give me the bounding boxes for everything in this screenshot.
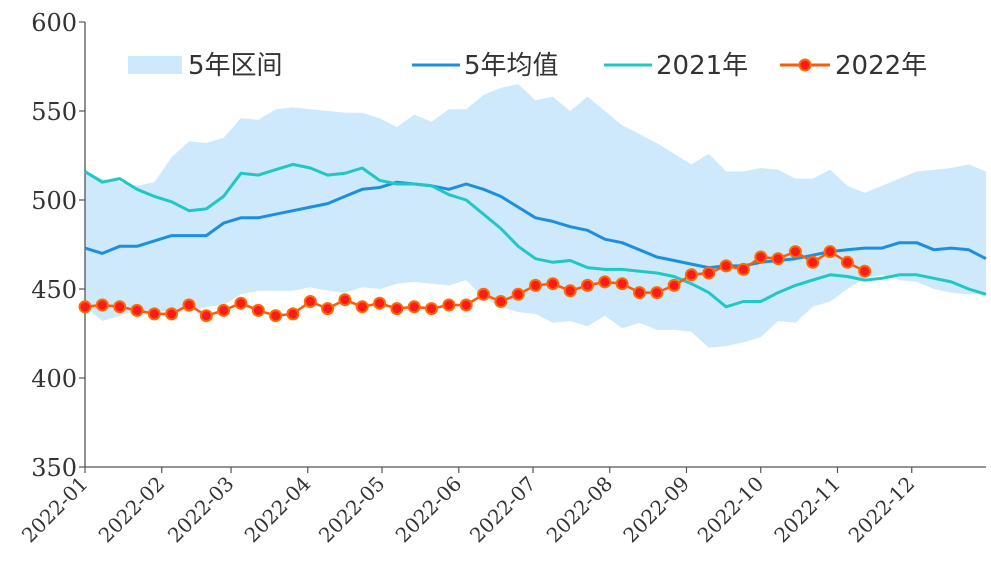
data-point — [355, 300, 369, 314]
y-tick-label: 400 — [31, 365, 77, 393]
data-point — [581, 278, 594, 292]
data-point — [95, 298, 109, 312]
x-tick-label: 2022-10 — [693, 472, 769, 548]
data-point — [529, 278, 542, 292]
legend-label-band: 5年区间 — [188, 51, 283, 81]
x-tick-label: 2022-06 — [391, 472, 467, 548]
series-line-1 — [84, 162, 987, 309]
x-tick-label: 2022-03 — [163, 472, 239, 548]
data-point — [182, 298, 196, 312]
data-point — [217, 303, 231, 317]
data-point — [494, 295, 508, 308]
data-point — [147, 307, 161, 321]
data-point — [373, 296, 387, 310]
data-point — [78, 300, 92, 314]
range-band — [85, 84, 986, 348]
legend-label-avg: 5年均值 — [464, 51, 559, 81]
data-point — [650, 286, 664, 300]
data-point — [771, 252, 785, 266]
x-tick-label: 2022-09 — [618, 472, 694, 548]
data-point — [736, 262, 750, 276]
data-point — [130, 303, 144, 317]
legend-marker-2022 — [798, 58, 812, 72]
data-point — [511, 287, 525, 301]
x-tick-label: 2022-05 — [314, 472, 390, 548]
data-point — [702, 266, 716, 280]
data-point — [719, 259, 733, 273]
y-tick-label: 500 — [31, 187, 77, 215]
legend-label-2022: 2022年 — [835, 51, 927, 81]
series-layer — [78, 162, 987, 323]
x-tick-label: 2022-04 — [240, 472, 316, 548]
y-tick-label: 450 — [31, 276, 77, 304]
y-tick-label: 350 — [31, 454, 77, 482]
data-point — [633, 286, 646, 300]
data-point — [442, 298, 456, 312]
data-point — [546, 277, 560, 291]
data-point — [754, 250, 768, 264]
data-point — [113, 300, 127, 314]
x-tick-label: 2022-12 — [844, 472, 920, 548]
data-point — [477, 287, 490, 301]
data-point — [286, 307, 300, 321]
data-point — [598, 275, 612, 289]
data-point — [788, 245, 802, 259]
x-tick-label: 2022-11 — [769, 472, 845, 548]
range-band-layer — [85, 84, 986, 348]
data-point — [684, 268, 698, 282]
axes — [84, 22, 986, 468]
data-point — [459, 298, 473, 312]
data-point — [251, 303, 265, 317]
data-point — [563, 284, 577, 298]
data-point — [840, 255, 854, 269]
data-point — [858, 264, 872, 278]
data-point — [407, 300, 421, 314]
legend-label-2021: 2021年 — [656, 51, 748, 81]
y-tick-label: 600 — [31, 9, 77, 37]
x-tick-label: 2022-02 — [94, 472, 170, 548]
legend: 5年区间 5年均值 2021年 2022年 — [128, 51, 927, 81]
data-point — [338, 293, 352, 307]
data-point — [615, 277, 629, 291]
data-point — [667, 278, 681, 292]
y-tick-label: 550 — [31, 98, 77, 126]
data-point — [165, 307, 179, 321]
data-point — [390, 302, 404, 316]
data-point — [269, 309, 283, 323]
data-point — [806, 255, 820, 269]
data-point — [303, 295, 317, 308]
data-point — [199, 309, 213, 323]
legend-swatch-band — [128, 56, 182, 74]
data-point — [823, 245, 837, 259]
x-tick-label: 2022-08 — [542, 472, 618, 548]
x-tick-label: 2022-01 — [17, 472, 93, 548]
data-point — [425, 302, 438, 316]
x-tick-label: 2022-07 — [465, 472, 541, 548]
series-line-2 — [84, 250, 866, 317]
data-point — [234, 296, 248, 310]
data-point — [321, 302, 335, 316]
y-ticks: 350 400 450 500 550 600 — [31, 9, 85, 482]
